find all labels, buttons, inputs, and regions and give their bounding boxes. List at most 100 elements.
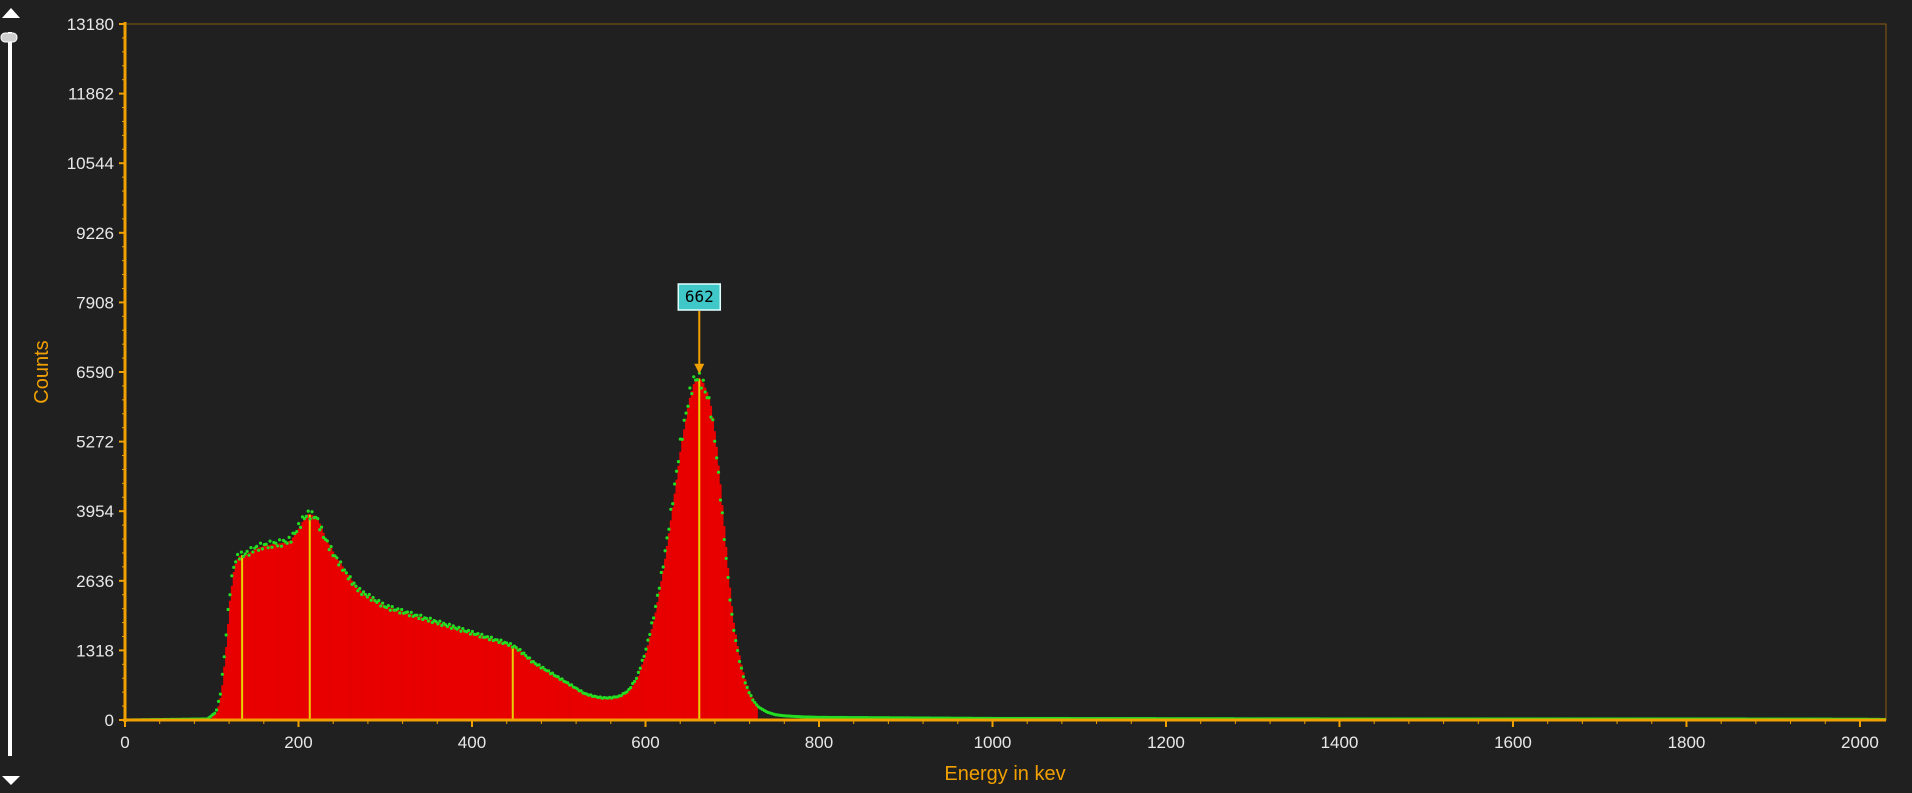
spectrum-bar: [440, 623, 443, 720]
spectrum-bar: [269, 544, 272, 720]
spectrum-bar: [259, 547, 262, 720]
spectrum-bar: [578, 689, 581, 720]
spectrum-bar: [244, 554, 247, 720]
spectrum-point: [274, 541, 278, 545]
spectrum-point: [680, 437, 684, 441]
spectrum-bar: [652, 621, 655, 720]
spectrum-point: [640, 658, 644, 662]
y-tick-label: 0: [105, 711, 114, 730]
spectrum-bar: [519, 650, 522, 720]
spectrum-bar: [297, 528, 300, 720]
spectrum-point: [424, 616, 429, 621]
spectrum-bar: [446, 625, 449, 720]
spectrum-point: [730, 612, 734, 616]
spectrum-point: [726, 575, 730, 580]
spectrum-bar: [713, 431, 716, 720]
spectrum-bar: [707, 398, 711, 720]
spectrum-bar: [387, 607, 390, 720]
y-tick-label: 11862: [68, 85, 114, 104]
spectrum-bar: [375, 600, 379, 720]
spectrum-bar: [219, 698, 222, 720]
spectrum-point: [653, 604, 658, 609]
spectrum-point: [669, 507, 673, 511]
spectrum-bar: [547, 670, 550, 720]
spectrum-bar: [257, 547, 260, 720]
spectrum-bar: [562, 680, 566, 720]
spectrum-point: [715, 456, 719, 460]
spectrum-point: [304, 514, 308, 518]
spectrum-point: [737, 659, 742, 664]
spectrum-point: [684, 411, 688, 415]
spectrum-bar: [351, 580, 354, 720]
spectrum-bar: [249, 551, 253, 720]
spectrum-bar: [723, 526, 726, 720]
spectrum-point: [310, 510, 314, 514]
spectrum-point: [379, 604, 383, 608]
spectrum-bar: [389, 607, 392, 720]
spectrum-bar: [343, 569, 346, 720]
spectrum-point: [629, 686, 633, 690]
x-axis-ticks: 0 200 400 600 800 1000 1200 1400 1600 1800 2000: [120, 720, 1879, 752]
spectrum-bar: [339, 563, 342, 720]
y-tick-label: 1318: [76, 641, 114, 660]
spectrum-point: [736, 648, 740, 653]
spectrum-bar: [717, 465, 720, 720]
spectrum-point: [745, 685, 749, 690]
spectrum-point: [255, 544, 259, 549]
spectrum-bar: [570, 684, 573, 720]
spectrum-point: [277, 538, 282, 542]
spectrum-point: [405, 610, 410, 614]
spectrum-bar: [602, 697, 606, 720]
spectrum-point: [285, 541, 289, 545]
spectrum-bar: [366, 594, 369, 720]
spectrum-bar: [433, 621, 436, 720]
peak-annotation[interactable]: 662: [677, 283, 722, 374]
spectrum-point: [642, 654, 646, 658]
x-tick-label: 1000: [974, 733, 1012, 752]
spectrum-bar: [211, 715, 214, 720]
spectrum-bar: [650, 629, 653, 720]
x-tick-label: 1800: [1668, 733, 1706, 752]
spectrum-bar: [463, 630, 466, 720]
spectrum-point: [632, 679, 637, 684]
spectrum-bar: [335, 557, 338, 720]
spectrum-point: [247, 553, 251, 557]
spectrum-point: [531, 659, 536, 664]
spectrum-bar: [721, 505, 724, 720]
spectrum-point: [287, 535, 291, 539]
x-tick-label: 800: [805, 733, 833, 752]
spectrum-bar: [631, 685, 634, 720]
triangle-up-icon[interactable]: [2, 8, 20, 18]
spectrum-point: [256, 548, 261, 552]
spectrum-bar: [230, 585, 234, 720]
spectrum-point: [461, 627, 465, 631]
spectrum-bar: [358, 589, 361, 720]
spectrum-bar: [686, 408, 690, 720]
spectrum-point: [352, 581, 356, 585]
spectrum-bar: [290, 540, 293, 720]
spectrum-point: [720, 511, 724, 515]
spectrum-bar: [251, 550, 255, 720]
spectrum-bar: [438, 622, 442, 720]
spectrum-point: [537, 663, 541, 667]
spectrum-bar: [215, 712, 218, 720]
spectrum-bar: [354, 585, 358, 720]
spectrum-bar: [513, 646, 516, 720]
spectrum-point: [505, 641, 509, 645]
spectrum-point: [734, 638, 738, 643]
triangle-down-icon[interactable]: [2, 776, 20, 785]
spectrum-point: [321, 535, 326, 539]
spectrum-bar: [490, 638, 493, 720]
spectrum-bar: [583, 693, 587, 720]
vertical-scrollbar[interactable]: [0, 0, 26, 793]
spectrum-point: [302, 517, 306, 521]
spectrum-bar: [337, 560, 340, 720]
spectrum-bar: [301, 521, 304, 720]
scrollbar-thumb[interactable]: [0, 32, 18, 43]
spectrum-bar: [515, 647, 518, 720]
spectrum-point: [652, 616, 656, 620]
spectrum-bar: [692, 383, 695, 720]
spectrum-point: [222, 655, 226, 659]
spectrum-bar: [307, 514, 310, 720]
